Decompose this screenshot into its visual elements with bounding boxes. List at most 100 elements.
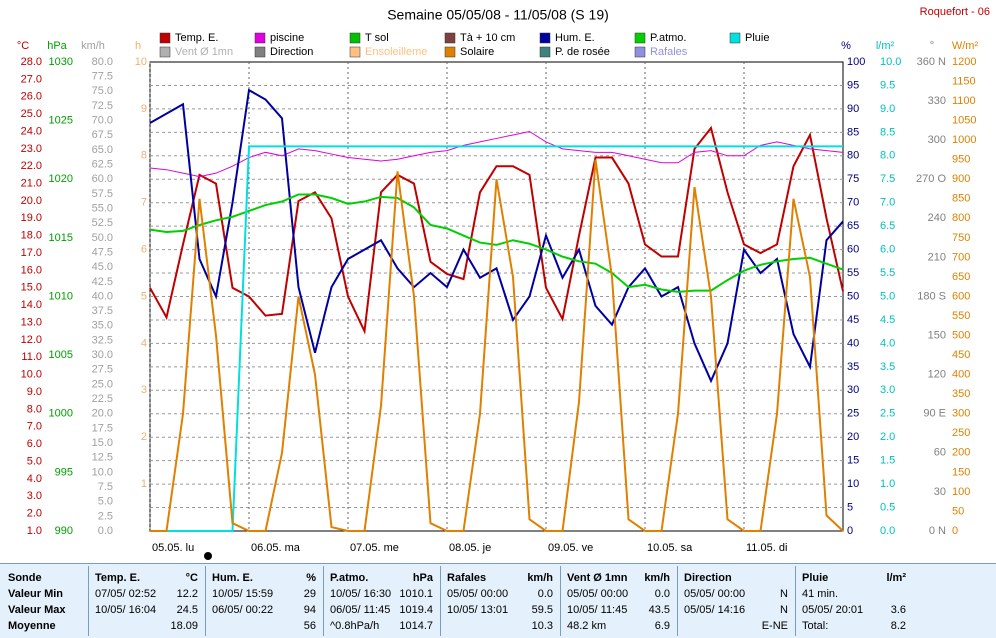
y-tick-label: 300: [928, 134, 946, 146]
y-tick-label: 77.5: [92, 71, 113, 83]
station-name: Roquefort - 06: [920, 6, 990, 18]
table-cell: 59.5: [531, 604, 553, 616]
legend-label: Tà + 10 cm: [460, 32, 515, 44]
table-cell: 0.0: [654, 588, 670, 600]
table-cell: km/h: [527, 572, 553, 584]
y-tick-label: 950: [952, 154, 970, 166]
y-tick-label: 22.5: [92, 393, 113, 405]
y-tick-label: 18.0: [21, 230, 42, 242]
axis-unit: hPa: [47, 40, 67, 52]
y-tick-label: 700: [952, 251, 970, 263]
table-cell: 0.0: [537, 588, 553, 600]
y-tick-label: 35.0: [92, 320, 113, 332]
table-cell: 3.6: [890, 604, 906, 616]
y-tick-label: 57.5: [92, 188, 113, 200]
y-tick-label: 10.0: [880, 56, 901, 68]
y-tick-label: 8.0: [27, 403, 42, 415]
legend-swatch: [539, 46, 551, 58]
y-tick-label: 45: [847, 314, 859, 326]
y-tick-label: 9: [141, 103, 147, 115]
y-tick-label: 22.0: [21, 160, 42, 172]
y-tick-label: 2.0: [27, 508, 42, 520]
series-line: [150, 159, 844, 532]
table-cell: 06/05/ 00:22: [212, 604, 274, 616]
y-tick-label: 10.0: [92, 466, 113, 478]
y-tick-label: 27.5: [92, 364, 113, 376]
x-tick-label: 09.05. ve: [548, 542, 593, 554]
y-tick-label: 1050: [952, 115, 976, 127]
table-cell: Direction: [684, 572, 732, 584]
y-tick-label: 60: [934, 447, 946, 459]
table-cell: 12.2: [176, 588, 198, 600]
table-cell: 05/05/ 00:00: [567, 588, 629, 600]
y-tick-label: 62.5: [92, 159, 113, 171]
y-tick-label: 3.5: [880, 361, 895, 373]
column-divider: [440, 566, 441, 636]
table-cell: Vent Ø 1mn: [567, 572, 628, 584]
column-divider: [205, 566, 206, 636]
y-tick-label: 0.0: [880, 525, 895, 537]
y-tick-label: 30: [847, 384, 859, 396]
legend-swatch: [349, 32, 361, 44]
y-tick-label: 850: [952, 193, 970, 205]
axis-unit: °: [930, 40, 934, 52]
table-cell: 06/05/ 11:45: [330, 604, 391, 616]
table-cell: P.atmo.: [330, 572, 369, 584]
table-cell: 1010.1: [399, 588, 433, 600]
y-tick-label: 1005: [49, 349, 73, 361]
table-cell: 18.09: [170, 620, 198, 632]
y-tick-label: 1150: [952, 75, 976, 87]
y-tick-label: 50.0: [92, 232, 113, 244]
y-tick-label: 3.0: [880, 384, 895, 396]
y-tick-label: 9.5: [880, 79, 895, 91]
y-tick-label: 80: [847, 150, 859, 162]
legend-label: P. de rosée: [555, 46, 610, 58]
table-cell: °C: [185, 572, 198, 584]
y-tick-label: 25.0: [92, 378, 113, 390]
y-tick-label: 5.0: [880, 290, 895, 302]
y-tick-label: 7.0: [27, 421, 42, 433]
y-tick-label: 0.0: [98, 525, 113, 537]
y-tick-label: 15: [847, 455, 859, 467]
y-tick-label: 7.5: [98, 481, 113, 493]
y-tick-label: 150: [928, 329, 946, 341]
y-tick-label: 800: [952, 212, 970, 224]
y-tick-label: 100: [952, 486, 970, 498]
table-cell: 1014.7: [399, 620, 433, 632]
y-tick-label: 20: [847, 431, 859, 443]
y-tick-label: 400: [952, 369, 970, 381]
y-tick-label: 6.5: [880, 220, 895, 232]
y-tick-label: 67.5: [92, 129, 113, 141]
y-tick-label: 300: [952, 408, 970, 420]
y-tick-label: 1020: [49, 173, 73, 185]
y-tick-label: 42.5: [92, 276, 113, 288]
y-tick-label: 1100: [952, 95, 976, 107]
y-tick-label: 10: [135, 56, 147, 68]
y-tick-label: 1: [141, 478, 147, 490]
y-tick-label: 37.5: [92, 305, 113, 317]
y-tick-label: 52.5: [92, 217, 113, 229]
legend-label: Solaire: [460, 46, 494, 58]
table-cell: 6.9: [654, 620, 670, 632]
y-tick-label: 45.0: [92, 261, 113, 273]
y-tick-label: 47.5: [92, 246, 113, 258]
table-cell: Moyenne: [8, 620, 56, 632]
y-tick-label: 990: [55, 525, 73, 537]
y-tick-label: 2: [141, 431, 147, 443]
chart-title: Semaine 05/05/08 - 11/05/08 (S 19): [387, 7, 609, 23]
legend-label: Pluie: [745, 32, 769, 44]
y-tick-label: 330: [928, 95, 946, 107]
y-tick-label: 30.0: [92, 349, 113, 361]
y-tick-label: 35: [847, 361, 859, 373]
legend-label: Ensoleilleme: [365, 46, 427, 58]
y-tick-label: 25: [847, 408, 859, 420]
y-tick-label: 250: [952, 427, 970, 439]
y-tick-label: 20.0: [21, 195, 42, 207]
y-tick-label: 55: [847, 267, 859, 279]
y-tick-label: 32.5: [92, 334, 113, 346]
y-tick-label: 0: [847, 525, 853, 537]
axis-unit: °C: [17, 40, 29, 52]
axis-unit: W/m²: [952, 40, 979, 52]
legend-swatch: [729, 32, 741, 44]
column-divider: [323, 566, 324, 636]
